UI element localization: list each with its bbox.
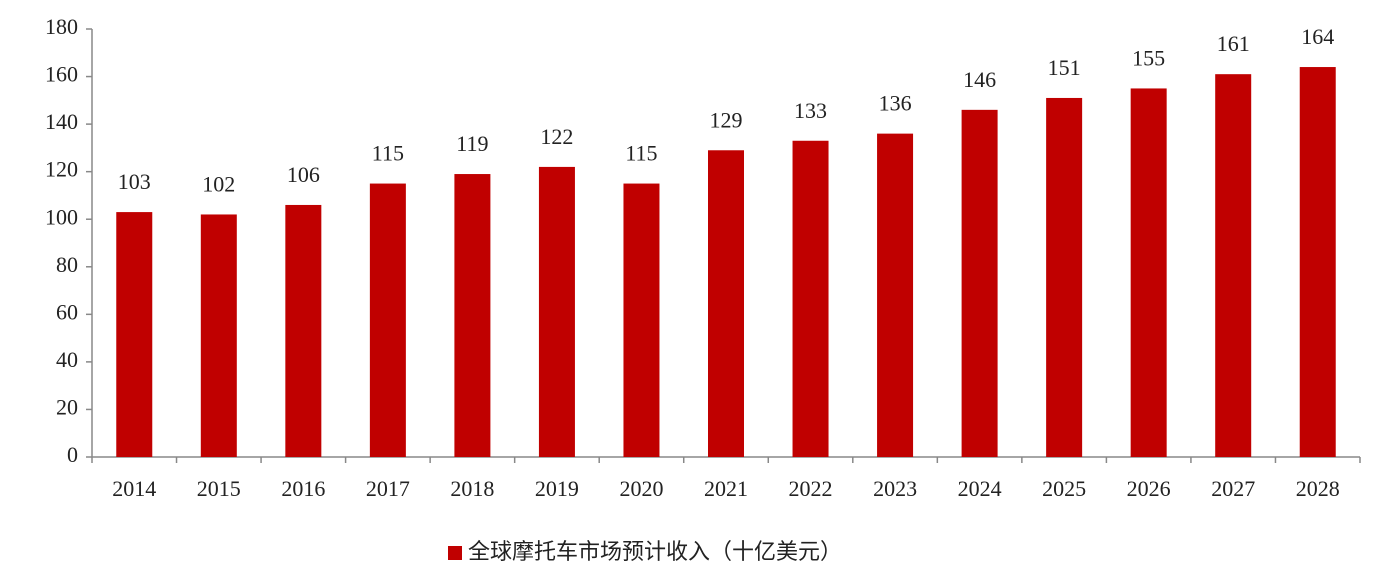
value-label: 106 — [287, 162, 320, 187]
y-tick-label: 40 — [56, 347, 78, 372]
bar — [961, 109, 998, 457]
value-label: 133 — [794, 98, 827, 123]
x-tick-label: 2020 — [619, 476, 663, 501]
value-label: 103 — [118, 169, 151, 194]
value-label: 122 — [540, 124, 573, 149]
bar — [454, 174, 491, 458]
bar — [1215, 74, 1252, 457]
value-label: 136 — [879, 91, 912, 116]
bar — [369, 183, 406, 458]
bar — [200, 214, 237, 457]
x-tick-label: 2028 — [1296, 476, 1340, 501]
value-label: 119 — [456, 131, 488, 156]
value-label: 161 — [1217, 31, 1250, 56]
x-tick-label: 2016 — [281, 476, 325, 501]
bar — [538, 166, 575, 457]
bar — [285, 204, 322, 457]
bar — [708, 150, 744, 457]
x-tick-label: 2014 — [112, 476, 156, 501]
y-tick-label: 160 — [45, 62, 78, 87]
value-label: 164 — [1301, 24, 1334, 49]
y-tick-label: 0 — [67, 442, 78, 467]
bar — [792, 140, 829, 457]
x-tick-label: 2017 — [366, 476, 410, 501]
x-tick-label: 2024 — [958, 476, 1002, 501]
x-tick-label: 2019 — [535, 476, 579, 501]
value-label: 102 — [202, 172, 235, 197]
value-label: 115 — [625, 141, 657, 166]
x-tick-label: 2026 — [1127, 476, 1171, 501]
x-tick-label: 2027 — [1211, 476, 1255, 501]
y-tick-label: 180 — [45, 14, 78, 39]
x-tick-label: 2018 — [450, 476, 494, 501]
y-tick-label: 140 — [45, 109, 78, 134]
value-label: 129 — [710, 107, 743, 132]
y-tick-label: 100 — [45, 204, 78, 229]
y-tick-label: 80 — [56, 252, 78, 277]
value-label: 151 — [1048, 55, 1081, 80]
bar — [877, 133, 914, 457]
y-tick-label: 120 — [45, 157, 78, 182]
value-label: 146 — [963, 67, 996, 92]
legend-label: 全球摩托车市场预计收入（十亿美元） — [468, 539, 842, 564]
x-tick-label: 2023 — [873, 476, 917, 501]
x-tick-label: 2015 — [197, 476, 241, 501]
x-tick-label: 2021 — [704, 476, 748, 501]
x-tick-label: 2022 — [789, 476, 833, 501]
bar — [623, 183, 660, 458]
x-tick-label: 2025 — [1042, 476, 1086, 501]
legend-swatch — [448, 546, 462, 560]
bar — [1130, 88, 1167, 457]
bar — [1299, 67, 1336, 458]
bar — [116, 212, 153, 457]
y-tick-label: 60 — [56, 299, 78, 324]
y-tick-label: 20 — [56, 394, 78, 419]
value-label: 155 — [1132, 45, 1165, 70]
bar — [1046, 97, 1083, 457]
value-label: 115 — [372, 141, 404, 166]
